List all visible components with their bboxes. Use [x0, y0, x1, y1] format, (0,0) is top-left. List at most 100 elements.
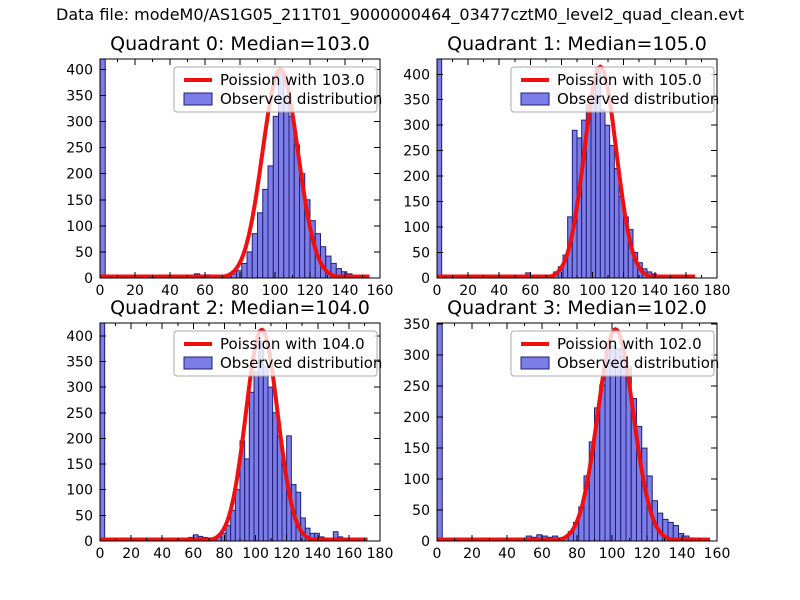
x-tick-label: 20	[126, 283, 144, 299]
x-tick-label: 100	[262, 283, 289, 299]
y-tick-label: 200	[66, 431, 93, 447]
y-tick-label: 300	[403, 348, 430, 364]
x-tick-label: 120	[610, 283, 637, 299]
histogram-bar	[599, 109, 606, 279]
axes-frame	[99, 58, 381, 279]
y-tick-label: 300	[403, 118, 430, 134]
histogram-bar	[241, 262, 248, 279]
x-tick-label: 20	[463, 546, 481, 562]
histogram-bar	[234, 489, 241, 542]
poisson-curve	[436, 327, 711, 542]
y-tick-label: 300	[66, 115, 93, 131]
y-tick-label: 350	[66, 354, 93, 370]
legend-box	[510, 66, 715, 113]
x-tick-label: 40	[153, 546, 171, 562]
x-tick-label: 60	[196, 283, 214, 299]
histogram-bar	[604, 124, 611, 279]
x-tick-label: 160	[673, 283, 700, 299]
figure-suptitle: Data file: modeM0/AS1G05_211T01_90000004…	[56, 5, 744, 24]
legend-label-observed: Observed distribution	[220, 354, 382, 372]
histogram-bar	[253, 371, 260, 542]
x-tick-label: 120	[634, 546, 661, 562]
tick-labels: 0 20 40 60 80 100 120 140 160 1800501001502002503…	[403, 67, 730, 299]
x-tick-label: 120	[297, 283, 324, 299]
axes-frame	[436, 322, 718, 542]
x-tick-label: 180	[704, 283, 731, 299]
y-tick-label: 150	[403, 195, 430, 211]
x-tick-label: 60	[184, 546, 202, 562]
zero-bin-bar	[436, 58, 443, 279]
histogram-bar	[225, 525, 232, 542]
histogram-bar	[609, 145, 615, 279]
y-tick-label: 150	[66, 193, 93, 209]
legend-label-observed: Observed distribution	[220, 90, 382, 108]
y-tick-label: 50	[75, 508, 93, 524]
legend-label-fit: Poission with 102.0	[557, 335, 702, 353]
x-tick-label: 0	[433, 283, 442, 299]
y-tick-label: 300	[66, 380, 93, 396]
x-tick-label: 160	[704, 546, 731, 562]
x-tick-label: 60	[533, 546, 551, 562]
x-tick-label: 20	[122, 546, 140, 562]
x-tick-label: 20	[459, 283, 477, 299]
histogram-bar	[613, 168, 620, 279]
x-tick-label: 100	[599, 546, 626, 562]
histogram-bar	[244, 458, 250, 542]
histogram-bar	[283, 97, 290, 279]
y-tick-label: 0	[84, 271, 93, 287]
x-tick-label: 0	[433, 546, 442, 562]
x-tick-label: 40	[498, 546, 516, 562]
y-tick-label: 200	[403, 410, 430, 426]
legend-patch-sample	[520, 92, 550, 106]
histogram-bar	[620, 355, 627, 542]
quadrant-1-title: Quadrant 1: Median=105.0	[447, 33, 707, 55]
y-tick-label: 250	[66, 141, 93, 157]
x-tick-label: 40	[161, 283, 179, 299]
y-tick-label: 100	[403, 220, 430, 236]
histogram-bar	[272, 115, 279, 279]
histogram-bar	[590, 94, 597, 279]
legend-label-observed: Observed distribution	[557, 90, 719, 108]
legend-box	[510, 330, 715, 377]
tick-labels: 0 20 40 60 80 100 120 140 160 0 50 100 150 200 250 300 3…	[403, 317, 730, 562]
x-tick-label: 140	[641, 283, 668, 299]
y-tick-label: 400	[403, 67, 430, 83]
histogram-bar	[246, 251, 253, 279]
histogram-bar	[599, 384, 606, 542]
quadrant-1-plot: 0 20 40 60 80 100 120 140 160 1800501001502002503…	[403, 58, 730, 299]
x-tick-label: 160	[336, 546, 363, 562]
x-tick-label: 120	[273, 546, 300, 562]
quadrant-2-plot: 0 20 40 60 80 100 120 140 160 1800501001502002503…	[66, 322, 393, 562]
legend-box	[173, 66, 378, 113]
histogram-bar	[251, 233, 258, 279]
tick-labels: 0 20 40 60 80 100 120 140 160 0 50 100 150 200 250 300 3…	[66, 62, 393, 299]
y-tick-label: 50	[412, 503, 430, 519]
legend-patch-sample	[183, 92, 213, 106]
histogram-bar	[262, 188, 269, 279]
y-tick-label: 0	[421, 534, 430, 550]
poisson-curve	[436, 64, 696, 279]
zero-bin-bar	[99, 322, 106, 542]
y-tick-label: 0	[84, 534, 93, 550]
x-tick-label: 60	[521, 283, 539, 299]
x-tick-label: 140	[669, 546, 696, 562]
quadrant-3-title: Quadrant 3: Median=102.0	[447, 297, 707, 319]
legend-label-fit: Poission with 103.0	[220, 71, 365, 89]
y-tick-label: 250	[403, 379, 430, 395]
legend-label-fit: Poission with 104.0	[220, 335, 365, 353]
x-tick-label: 0	[96, 546, 105, 562]
x-tick-label: 80	[568, 546, 586, 562]
y-tick-label: 150	[403, 441, 430, 457]
x-tick-label: 80	[553, 283, 571, 299]
zero-bin-bar	[99, 58, 106, 279]
histogram-bar	[248, 391, 255, 542]
legend-patch-sample	[183, 356, 213, 370]
poisson-curve	[99, 67, 370, 279]
y-tick-label: 250	[66, 406, 93, 422]
axes-frame	[99, 322, 381, 542]
quadrant-2-title: Quadrant 2: Median=104.0	[110, 297, 370, 319]
x-tick-label: 80	[216, 546, 234, 562]
